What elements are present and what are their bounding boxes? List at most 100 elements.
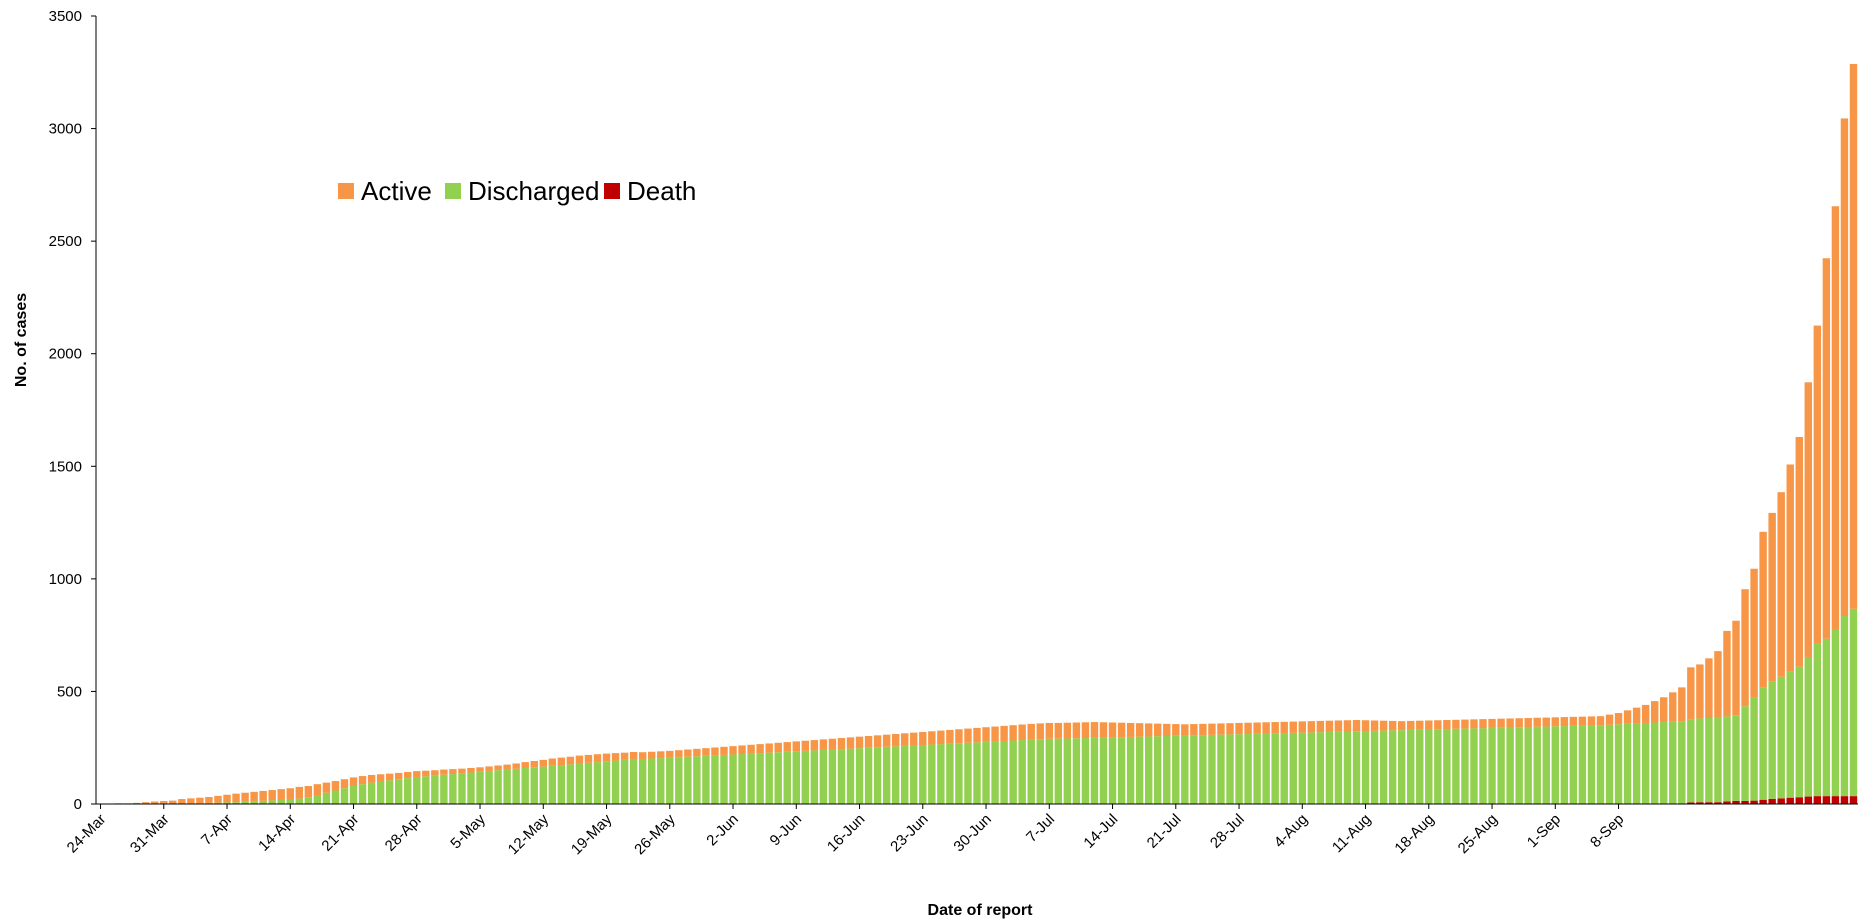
bar-discharged xyxy=(828,749,837,804)
bar-discharged xyxy=(620,759,629,804)
bar-discharged xyxy=(1705,718,1713,803)
legend-swatch-death xyxy=(604,183,620,199)
bar-discharged xyxy=(747,753,755,804)
bar-discharged xyxy=(1822,638,1831,797)
bar-discharged xyxy=(729,754,737,804)
bar-active xyxy=(223,794,231,803)
bar-active xyxy=(1379,720,1388,731)
bar-active xyxy=(1470,719,1478,729)
bar-active xyxy=(910,732,918,746)
bar-active xyxy=(982,727,990,742)
bar-discharged xyxy=(1036,739,1044,804)
bar-active xyxy=(304,785,313,798)
bar-discharged xyxy=(376,781,385,804)
bar-discharged xyxy=(1307,732,1316,804)
y-tick-label: 500 xyxy=(57,683,82,700)
bar-discharged xyxy=(1804,656,1813,797)
bar-discharged xyxy=(1045,738,1053,804)
bar-active xyxy=(1786,464,1794,672)
bar-discharged xyxy=(855,748,864,804)
bar-active xyxy=(1108,722,1117,738)
bar-discharged xyxy=(1000,740,1008,804)
bar-active xyxy=(1488,718,1496,728)
bar-discharged xyxy=(1090,737,1099,804)
x-tick-label: 2-Jun xyxy=(703,811,742,850)
x-axis-title: Date of report xyxy=(928,902,1034,919)
bar-discharged xyxy=(1379,730,1388,804)
bar-active xyxy=(611,753,620,761)
bar-discharged xyxy=(1461,728,1469,804)
bar-active xyxy=(340,779,349,789)
y-tick-label: 2500 xyxy=(49,233,82,250)
bar-active xyxy=(620,752,629,760)
bar-discharged xyxy=(1840,616,1849,797)
x-tick-label: 21-Apr xyxy=(318,811,362,855)
bar-discharged xyxy=(1244,733,1252,804)
bar-active xyxy=(1732,620,1740,716)
bar-discharged xyxy=(1163,736,1171,804)
bar-active xyxy=(973,727,981,743)
bar-discharged xyxy=(431,775,439,804)
bar-discharged xyxy=(756,753,764,804)
bar-active xyxy=(864,736,873,748)
bar-active xyxy=(1217,723,1225,735)
bar-discharged xyxy=(1154,736,1162,804)
bar-death xyxy=(1840,796,1849,804)
bar-discharged xyxy=(928,744,936,804)
bar-discharged xyxy=(684,756,692,804)
y-tick-label: 3000 xyxy=(49,121,82,138)
bar-active xyxy=(322,782,331,793)
bar-active xyxy=(1569,716,1578,726)
bar-active xyxy=(891,733,900,747)
bar-active xyxy=(846,737,855,749)
bar-discharged xyxy=(1253,733,1261,804)
bar-discharged xyxy=(1452,728,1460,804)
x-tick-label: 23-Jun xyxy=(887,811,931,855)
bar-discharged xyxy=(982,741,990,804)
bar-active xyxy=(1614,713,1623,725)
bar-discharged xyxy=(765,752,773,804)
bar-discharged xyxy=(666,757,674,804)
bar-active xyxy=(1099,722,1108,738)
x-tick-label: 1-Sep xyxy=(1524,811,1564,851)
bar-active xyxy=(774,742,782,753)
bar-active xyxy=(1072,722,1081,739)
bar-discharged xyxy=(1018,740,1026,804)
bar-active xyxy=(1425,720,1433,730)
bar-active xyxy=(494,765,502,771)
bar-active xyxy=(738,745,746,755)
bar-active xyxy=(1605,714,1614,725)
bar-active xyxy=(268,790,276,801)
bar-active xyxy=(657,751,665,759)
bar-discharged xyxy=(322,792,331,804)
bar-discharged xyxy=(1596,725,1605,804)
x-tick-label: 7-Jul xyxy=(1023,811,1058,846)
bar-discharged xyxy=(1081,738,1090,804)
bar-discharged xyxy=(1144,736,1153,804)
x-tick-label: 11-Aug xyxy=(1329,811,1374,856)
bar-discharged xyxy=(1280,733,1288,804)
bar-discharged xyxy=(702,755,710,804)
bar-active xyxy=(376,774,385,782)
y-axis: 0 500 1000 1500 2000 2500 3000 3500 xyxy=(49,8,97,813)
bar-active xyxy=(539,759,547,767)
bar-active xyxy=(1370,720,1379,731)
bar-active xyxy=(1623,710,1632,724)
x-tick-label: 24-Mar xyxy=(64,811,110,857)
bar-discharged xyxy=(1009,740,1017,804)
bar-discharged xyxy=(1660,722,1668,804)
bar-discharged xyxy=(1352,731,1361,804)
bar-discharged xyxy=(1425,729,1433,804)
bar-discharged xyxy=(964,742,972,804)
bar-discharged xyxy=(955,743,963,804)
bar-active xyxy=(729,746,737,755)
bar-active xyxy=(178,799,186,804)
bar-discharged xyxy=(467,772,475,804)
bar-discharged xyxy=(1750,697,1758,801)
x-tick-label: 19-May xyxy=(568,810,616,858)
bar-discharged xyxy=(1560,726,1569,804)
bar-active xyxy=(214,795,222,803)
bar-discharged xyxy=(1524,727,1532,804)
bar-active xyxy=(1831,206,1840,630)
bar-discharged xyxy=(250,801,258,804)
